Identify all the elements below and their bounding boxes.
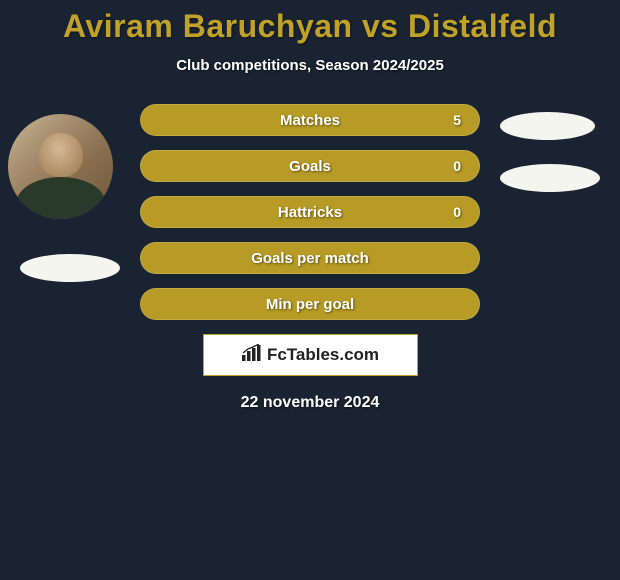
fctables-logo-text: FcTables.com	[267, 345, 379, 365]
player-name-oval-right-top	[500, 112, 595, 140]
stat-row-min-per-goal: Min per goal	[140, 288, 480, 320]
stat-label: Hattricks	[278, 204, 342, 221]
stat-value: 0	[453, 158, 461, 174]
season-subtitle: Club competitions, Season 2024/2025	[0, 57, 620, 74]
fctables-logo-box[interactable]: FcTables.com	[203, 334, 418, 376]
stat-label: Goals	[289, 158, 331, 175]
stat-label: Min per goal	[266, 296, 354, 313]
comparison-body: Matches 5 Goals 0 Hattricks 0 Goals per …	[0, 104, 620, 412]
player-avatar-left	[8, 114, 113, 219]
stat-row-matches: Matches 5	[140, 104, 480, 136]
snapshot-date: 22 november 2024	[0, 394, 620, 412]
stat-value: 5	[453, 112, 461, 128]
stat-label: Goals per match	[251, 250, 369, 267]
stat-row-hattricks: Hattricks 0	[140, 196, 480, 228]
stat-value: 0	[453, 204, 461, 220]
stat-row-goals-per-match: Goals per match	[140, 242, 480, 274]
player-name-oval-left	[20, 254, 120, 282]
stat-label: Matches	[280, 112, 340, 129]
stat-bars-container: Matches 5 Goals 0 Hattricks 0 Goals per …	[140, 104, 480, 320]
comparison-title: Aviram Baruchyan vs Distalfeld	[0, 0, 620, 45]
player-name-oval-right-bottom	[500, 164, 600, 192]
stat-row-goals: Goals 0	[140, 150, 480, 182]
bar-chart-icon	[241, 344, 263, 367]
